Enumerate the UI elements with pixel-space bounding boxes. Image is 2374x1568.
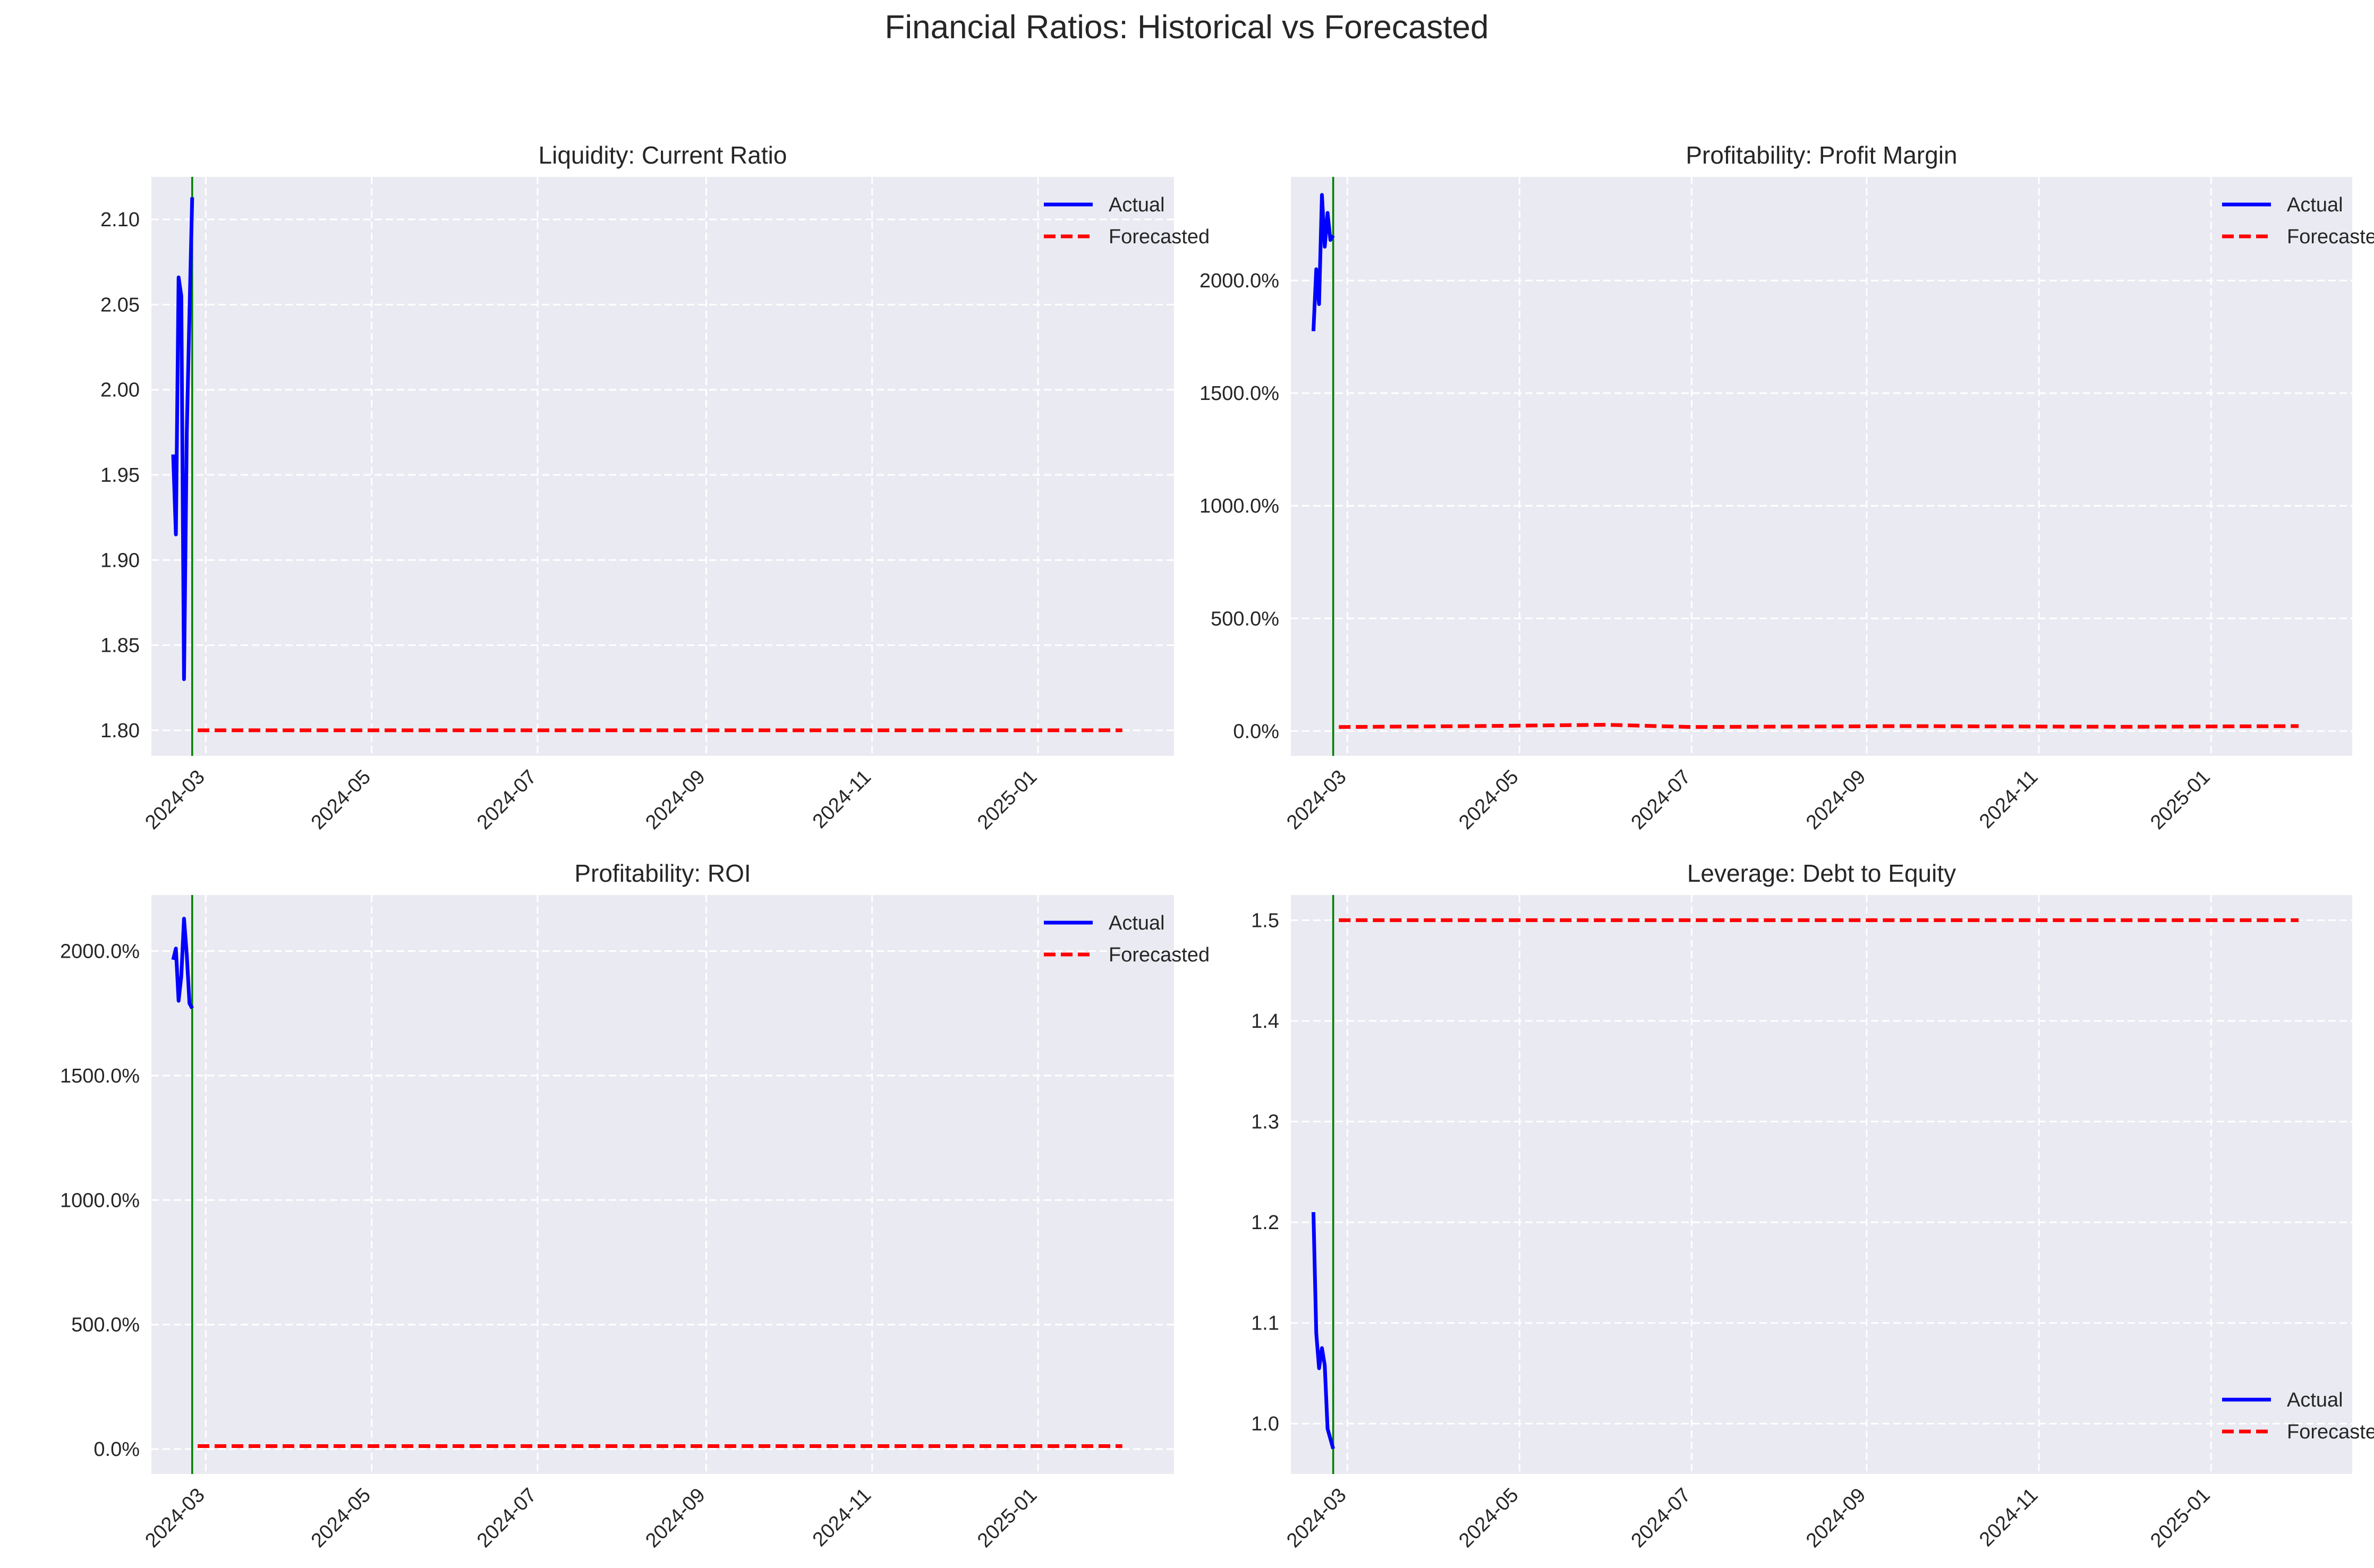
plot-area <box>151 177 1174 756</box>
legend-label: Actual <box>1109 912 1165 934</box>
actual-series-line <box>171 917 194 1009</box>
actual-series-line <box>171 197 194 681</box>
plot-area <box>1291 895 2352 1474</box>
chart-panel-2: 0.0%500.0%1000.0%1500.0%2000.0%2024-03 20… <box>1199 141 2374 834</box>
y-tick-label: 1.5 <box>1251 909 1279 932</box>
y-tick-label: 1500.0% <box>1199 382 1279 405</box>
actual-series-line <box>1312 1212 1335 1450</box>
y-tick-label: 1000.0% <box>1199 495 1279 517</box>
y-tick-label: 1.2 <box>1251 1212 1279 1234</box>
y-tick-label: 500.0% <box>71 1314 140 1336</box>
y-tick-label: 1.1 <box>1251 1313 1279 1335</box>
y-tick-label: 500.0% <box>1211 608 1279 630</box>
y-tick-label: 1.90 <box>100 549 140 572</box>
y-tick-label: 0.0% <box>1233 720 1279 743</box>
legend-label: Forecasted <box>2287 226 2374 248</box>
legend: Actual Forecasted <box>2222 194 2374 248</box>
legend: Actual Forecasted <box>1044 194 1210 248</box>
chart-panel-3: 0.0%500.0%1000.0%1500.0%2000.0%2024-03 20… <box>60 859 1210 1552</box>
legend: Actual Forecasted <box>2222 1389 2374 1443</box>
y-tick-label: 1.4 <box>1251 1010 1279 1033</box>
y-tick-label: 2000.0% <box>60 940 140 962</box>
legend-label: Forecasted <box>1109 226 1210 248</box>
y-tick-label: 1.3 <box>1251 1111 1279 1134</box>
y-tick-label: 1.95 <box>100 464 140 487</box>
plot-area <box>1291 177 2352 756</box>
legend-label: Actual <box>2287 194 2343 216</box>
legend: Actual Forecasted <box>1044 912 1210 966</box>
chart-title: Liquidity: Current Ratio <box>539 141 787 169</box>
y-tick-label: 2.05 <box>100 294 140 316</box>
y-tick-label: 1.85 <box>100 635 140 657</box>
chart-title: Profitability: Profit Margin <box>1686 141 1957 169</box>
y-tick-label: 1.0 <box>1251 1413 1279 1435</box>
chart-title: Profitability: ROI <box>574 859 751 887</box>
figure-title: Financial Ratios: Historical vs Forecast… <box>884 9 1488 46</box>
y-tick-label: 0.0% <box>93 1438 140 1461</box>
legend-label: Actual <box>2287 1389 2343 1411</box>
y-tick-label: 2000.0% <box>1199 270 1279 292</box>
y-tick-label: 1500.0% <box>60 1065 140 1087</box>
y-tick-label: 1.80 <box>100 720 140 742</box>
y-tick-label: 2.10 <box>100 209 140 231</box>
legend-label: Actual <box>1109 194 1165 216</box>
y-tick-label: 1000.0% <box>60 1189 140 1212</box>
chart-title: Leverage: Debt to Equity <box>1687 859 1956 887</box>
plot-area <box>151 895 1174 1474</box>
legend-label: Forecasted <box>2287 1421 2374 1443</box>
y-tick-label: 2.00 <box>100 379 140 402</box>
forecasted-series-line <box>1339 723 2299 729</box>
actual-series-line <box>1312 193 1335 331</box>
legend-label: Forecasted <box>1109 944 1210 966</box>
